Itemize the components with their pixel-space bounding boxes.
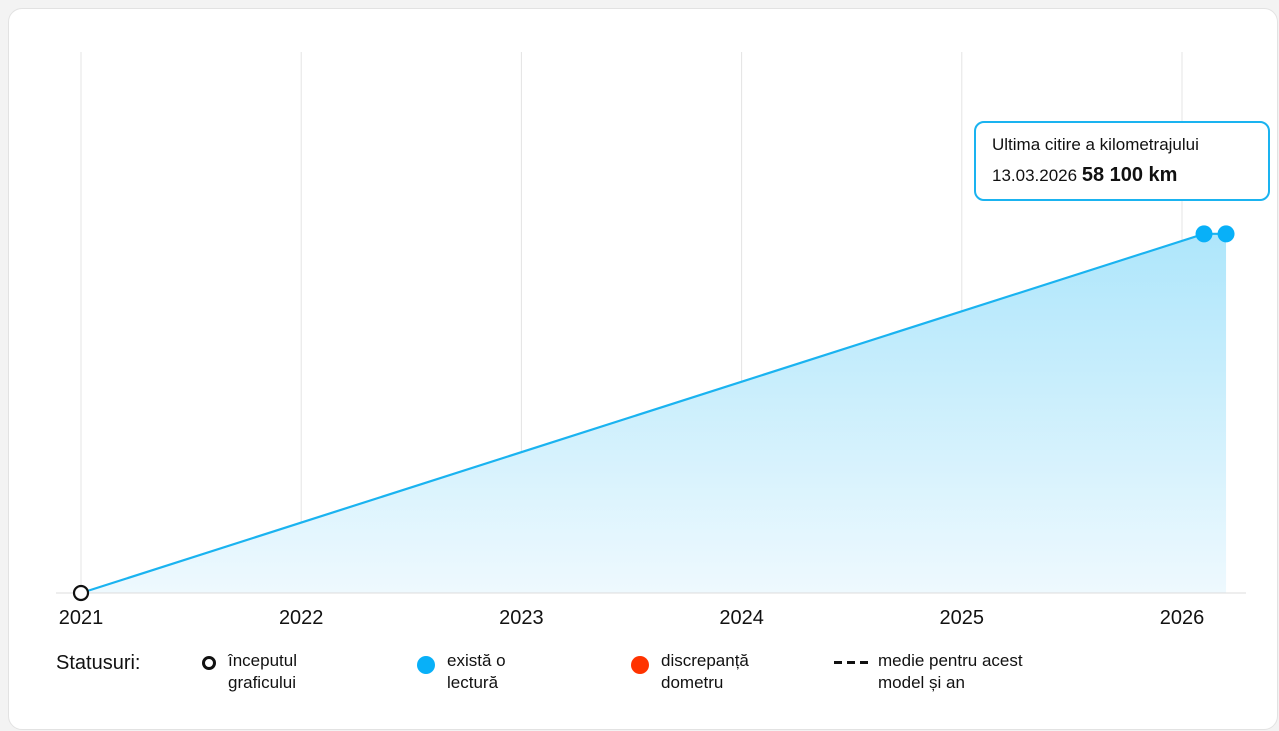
- x-tick-label: 2026: [1160, 607, 1205, 629]
- legend-label-line: discrepanță: [661, 651, 749, 670]
- x-tick-label: 2025: [940, 607, 985, 629]
- legend-label-line: există o: [447, 651, 506, 670]
- hollow-circle-icon: [202, 656, 216, 670]
- x-tick-label: 2024: [719, 607, 764, 629]
- x-axis: 2021 2022 2023 2024 2025 2026: [56, 592, 1246, 629]
- tooltip-reading: 13.03.2026 58 100 km: [992, 161, 1252, 190]
- area-fill: [81, 233, 1227, 593]
- legend-item-reading: există o lectură: [417, 650, 506, 694]
- x-tick-label: 2021: [59, 607, 104, 629]
- legend-label-line: dometru: [661, 673, 724, 692]
- legend-label: medie pentru acest model și an: [878, 650, 1023, 694]
- legend-label: există o lectură: [447, 650, 506, 694]
- legend-label-line: lectură: [447, 673, 499, 692]
- legend-item-average: medie pentru acest model și an: [834, 650, 1023, 694]
- tooltip-title: Ultima citire a kilometrajului: [992, 135, 1199, 154]
- legend-item-start: începutul graficului: [202, 650, 297, 694]
- reading-marker: [1195, 225, 1213, 243]
- legend-label: începutul graficului: [228, 650, 297, 694]
- start-marker: [72, 584, 90, 602]
- legend-title: Statusuri:: [56, 652, 141, 674]
- area-layer: [80, 232, 1227, 595]
- reading-marker: [1217, 225, 1235, 243]
- legend-label-line: model și an: [878, 673, 965, 692]
- last-reading-tooltip: Ultima citire a kilometrajului 13.03.202…: [974, 121, 1270, 201]
- x-tick-label: 2023: [499, 607, 544, 629]
- tooltip-value: 58 100 km: [1081, 164, 1178, 186]
- x-tick-label: 2022: [279, 607, 324, 629]
- marker-layer: [72, 225, 1235, 602]
- tooltip-date: 13.03.2026: [992, 166, 1078, 185]
- status-legend: Statusuri: începutul graficului există o…: [56, 650, 1156, 710]
- legend-label-line: graficului: [228, 673, 297, 692]
- red-dot-icon: [631, 656, 649, 674]
- legend-item-discrepancy: discrepanță dometru: [631, 650, 749, 694]
- legend-label-line: începutul: [228, 651, 297, 670]
- dashed-line-icon: [834, 661, 872, 664]
- blue-dot-icon: [417, 656, 435, 674]
- legend-label: discrepanță dometru: [661, 650, 749, 694]
- legend-label-line: medie pentru acest: [878, 651, 1023, 670]
